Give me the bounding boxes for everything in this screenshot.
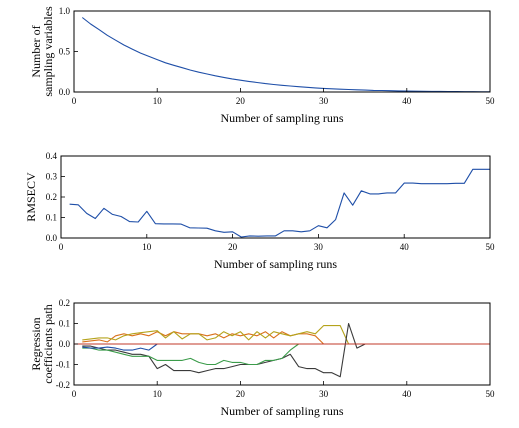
y-axis-title-line: Number of [29,25,43,77]
y-tick-label: 0.1 [46,213,57,223]
series-line-1 [69,168,490,238]
x-tick-label: 20 [236,389,246,399]
y-tick-label: 0.0 [46,233,58,243]
y-axis-title: Regressioncoefficients path [29,304,55,383]
panel-sampling-variables: 0 10 20 30 40 50 0.0 0.5 1.0 Number of sampling r… [29,6,495,125]
x-tick-label: 10 [153,389,163,399]
y-tick-label: 0.2 [59,298,70,308]
y-axis-title-line: Regression [29,317,43,370]
x-tick-label: 30 [319,389,329,399]
y-tick-label: 0.0 [59,339,71,349]
y-axis-title-line: sampling variables [41,6,55,97]
series-line-1 [81,17,490,93]
y-tick-label: 0.1 [59,319,70,329]
x-tick-label: 40 [402,96,412,106]
x-tick-label: 10 [142,242,152,252]
x-tick-label: 50 [486,96,496,106]
y-axis-title-line: coefficients path [41,304,55,383]
y-tick-label: 0.5 [59,47,71,57]
x-tick-label: 40 [400,242,410,252]
x-tick-label: 40 [402,389,412,399]
x-axis-title: Number of sampling runs [221,404,344,418]
y-tick-label: -0.1 [56,360,70,370]
y-axis-title: RMSECV [24,172,38,222]
series-line-3 [82,322,490,378]
y-tick-label: 0.0 [59,87,71,97]
y-tick-label: -0.2 [56,380,70,390]
series-line-1 [82,331,490,345]
x-tick-label: 10 [153,96,163,106]
y-tick-label: 0.4 [46,151,58,161]
panel-rmsecv: 0 10 20 30 40 50 0.0 0.1 0.2 0.3 0.4 Number of samp… [24,151,495,271]
x-axis-title: Number of sampling runs [221,111,344,125]
y-tick-label: 1.0 [59,6,71,16]
y-axis-title: Number ofsampling variables [29,6,55,97]
y-tick-label: 0.3 [46,172,58,182]
x-tick-label: 20 [236,96,246,106]
plot-frame [60,155,491,239]
x-tick-label: 0 [72,96,77,106]
x-tick-label: 0 [59,242,64,252]
x-tick-label: 50 [486,389,496,399]
x-tick-label: 30 [314,242,324,252]
y-tick-label: 0.2 [46,192,57,202]
x-tick-label: 20 [228,242,238,252]
x-tick-label: 0 [72,389,77,399]
x-tick-label: 30 [319,96,329,106]
series-line-4 [82,343,490,366]
x-tick-label: 50 [486,242,496,252]
y-axis-title-line: RMSECV [24,172,38,222]
x-axis-title: Number of sampling runs [214,257,337,271]
series-line-5 [82,343,490,351]
panel-regression-coefficients: 0 10 20 30 40 50 -0.2 -0.1 0.0 0.1 0.2 Number of sa… [29,298,495,418]
